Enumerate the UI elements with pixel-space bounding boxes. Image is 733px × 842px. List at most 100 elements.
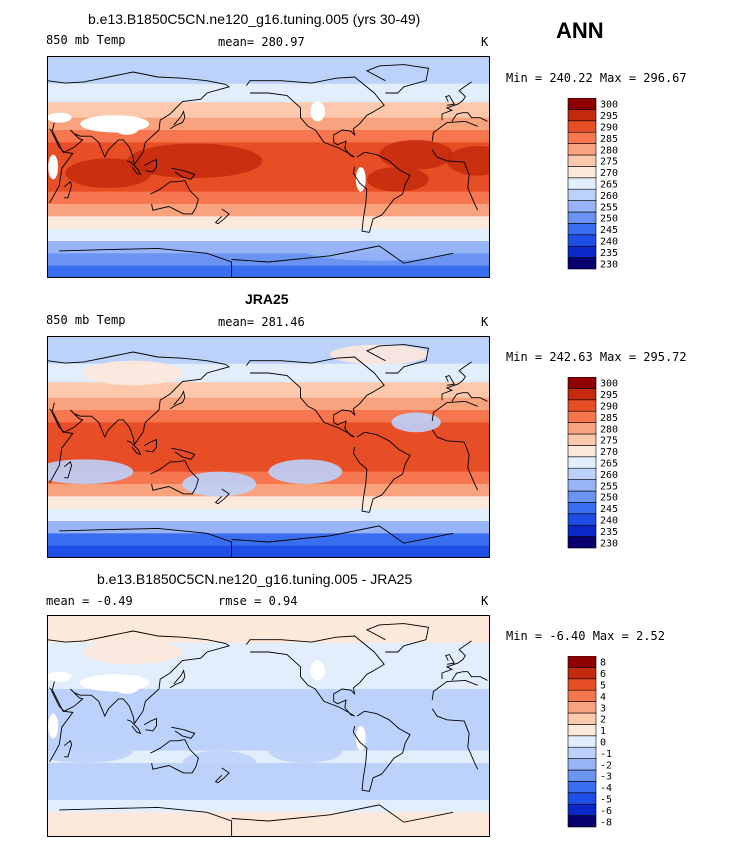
colorbar-swatch	[567, 746, 597, 759]
colorbar-tick-label: 290	[600, 123, 618, 134]
coastline-new-zealand	[214, 488, 230, 505]
colorbar-swatch	[567, 667, 597, 680]
colorbar-swatch	[567, 513, 597, 526]
coastline-eurasia	[441, 81, 472, 121]
colorbar-tick-label: 280	[600, 424, 618, 435]
map-band	[47, 533, 490, 547]
coastline-borneo	[143, 438, 157, 453]
map-band	[47, 496, 490, 510]
colorbar-swatch	[567, 701, 597, 714]
colorbar-tick-label: 280	[600, 145, 618, 156]
map-band	[47, 775, 490, 789]
panel-3-map	[47, 615, 490, 837]
coastline-eurasia	[441, 361, 472, 401]
colorbar-tick-label: 0	[600, 738, 606, 749]
map-band	[47, 434, 490, 448]
warm-pool	[446, 146, 490, 176]
coastline-japan	[169, 110, 186, 130]
coastline-africa	[431, 149, 479, 211]
coastline-eurasia	[451, 392, 488, 402]
anomaly-patch	[330, 623, 429, 644]
anomaly-patch	[391, 691, 441, 712]
coastline-africa	[431, 429, 479, 491]
anomaly-patch	[47, 738, 134, 763]
map-band	[47, 204, 490, 217]
coastline-eurasia	[47, 71, 231, 166]
colorbar-tick-label: -8	[600, 817, 612, 828]
masked-terrain	[355, 726, 366, 751]
map-band	[47, 382, 490, 399]
map-band	[47, 484, 490, 497]
masked-terrain	[47, 112, 72, 123]
masked-terrain	[48, 154, 59, 180]
colorbar-swatch	[567, 410, 597, 423]
map-band	[47, 750, 490, 764]
map-band	[47, 661, 490, 678]
colorbar-tick-label: -2	[600, 760, 612, 771]
colorbar-swatch	[567, 479, 597, 492]
map-band	[47, 701, 490, 715]
coastline-africa	[49, 687, 74, 763]
colorbar-swatch	[567, 377, 597, 389]
colorbar-swatch	[567, 177, 597, 190]
warm-pool	[379, 139, 454, 170]
map-band	[47, 800, 490, 813]
map-band	[47, 228, 490, 242]
colorbar-swatch	[567, 234, 597, 247]
coastline-eurasia	[47, 351, 231, 446]
map-band	[47, 56, 490, 69]
coastline-uk	[445, 94, 456, 106]
masked-terrain	[80, 115, 150, 133]
panel-1-variable-label: 850 mb Temp	[46, 33, 126, 47]
masked-terrain	[355, 167, 366, 192]
colorbar-swatch	[567, 109, 597, 122]
coastline-greenland	[365, 623, 430, 653]
colorbar-tick-label: 290	[600, 402, 618, 413]
coastline-new-zealand	[214, 208, 230, 225]
colorbar-swatch	[567, 735, 597, 748]
colorbar-swatch	[567, 200, 597, 213]
colorbar-tick-label: 240	[600, 516, 618, 527]
colorbar-swatch	[567, 433, 597, 446]
colorbar-tick-label: -1	[600, 749, 612, 760]
panel-2-variable-label: 850 mb Temp	[46, 313, 126, 327]
colorbar-swatch	[567, 245, 597, 258]
panel-1-colorbar: 2302352402452502552602652702752802852902…	[567, 98, 618, 270]
coastline-madagascar	[63, 461, 73, 479]
panel-1-mean-label: mean= 280.97	[218, 35, 305, 49]
colorbar-tick-label: 300	[600, 100, 618, 111]
colorbar-tick-label: 5	[600, 681, 606, 692]
colorbar-tick-label: 250	[600, 214, 618, 225]
colorbar-tick-label: 245	[600, 225, 618, 236]
colorbar-swatch	[567, 131, 597, 144]
map-band	[47, 726, 490, 739]
anomaly-patch	[391, 412, 441, 433]
masked-terrain	[310, 101, 326, 122]
map-band	[47, 824, 490, 837]
coastline-antarctica	[59, 806, 233, 837]
colorbar-swatch	[567, 502, 597, 515]
coastline-australia	[150, 739, 199, 774]
map-band	[47, 102, 490, 119]
colorbar-swatch	[567, 257, 597, 270]
coastline-sumatra	[126, 719, 142, 735]
map-band	[47, 422, 490, 436]
map-band	[47, 265, 490, 278]
colorbar-tick-label: 245	[600, 504, 618, 515]
map-band	[47, 676, 490, 690]
colorbar-tick-label: 260	[600, 191, 618, 202]
panel-1-units-label: K	[481, 35, 489, 49]
coastline-n-america	[245, 76, 385, 158]
map-band	[47, 336, 490, 349]
coastline-greenland	[365, 344, 430, 374]
colorbar-tick-label: -6	[600, 806, 612, 817]
coastline-africa	[431, 679, 478, 701]
colorbar-tick-label: 295	[600, 111, 618, 122]
colorbar-swatch	[567, 678, 597, 691]
colorbar-tick-label: 1	[600, 726, 606, 737]
map-band	[47, 130, 490, 143]
anomaly-patch	[83, 360, 183, 386]
colorbar-swatch	[567, 211, 597, 224]
colorbar-swatch	[567, 166, 597, 179]
colorbar-swatch	[567, 724, 597, 737]
